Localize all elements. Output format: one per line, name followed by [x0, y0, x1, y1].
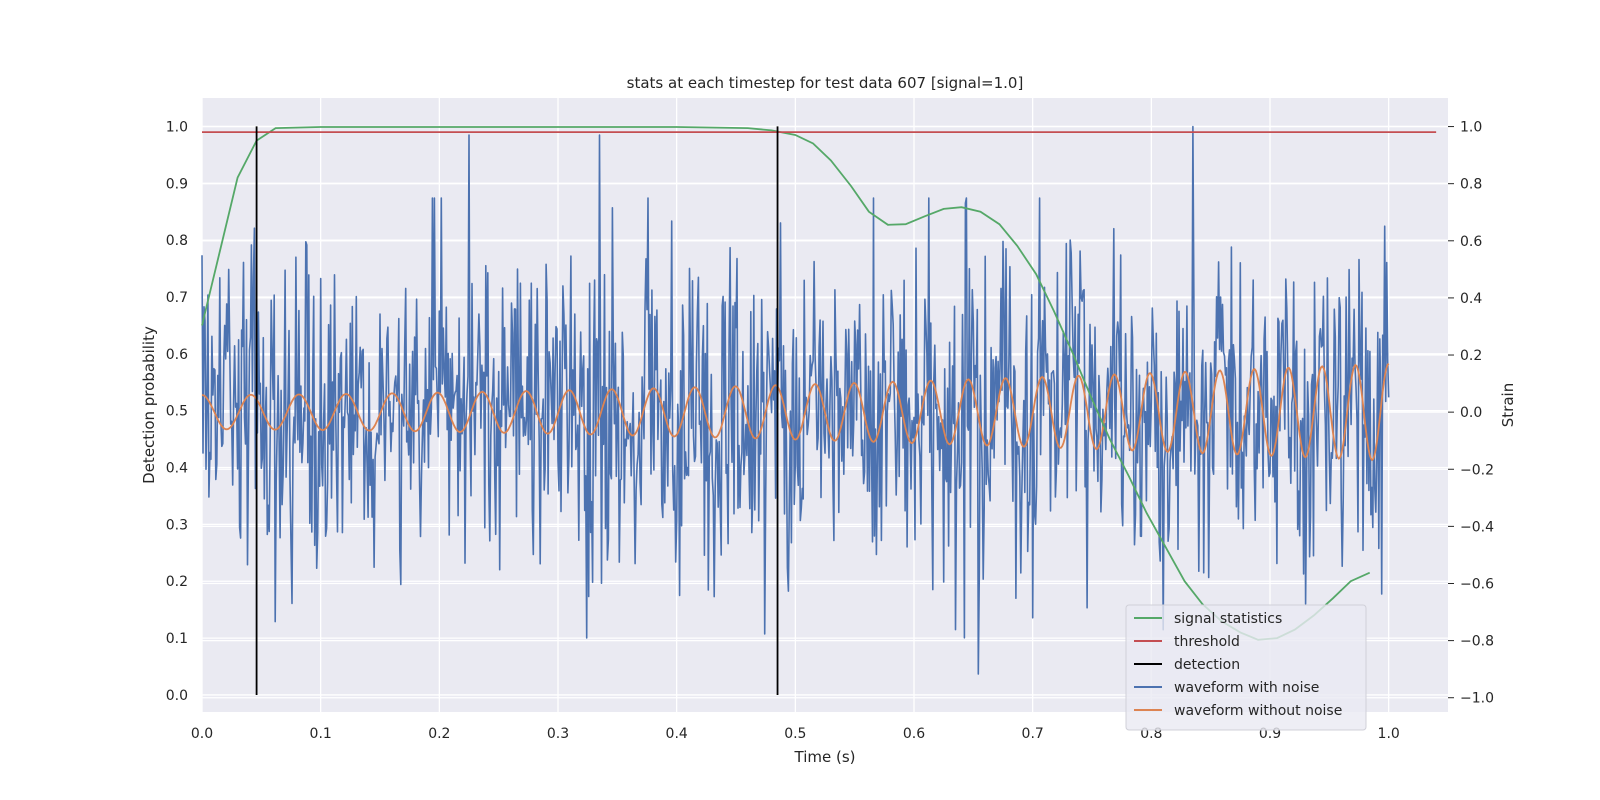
x-tick-label: 0.4 [666, 726, 688, 742]
y-tick-label: 0.4 [166, 461, 188, 477]
waveform-without-noise-series [201, 362, 1390, 462]
right-y-tick-label: 0.4 [1460, 291, 1482, 307]
x-tick-label: 0.0 [191, 726, 213, 742]
legend-box [1125, 604, 1367, 731]
right-y-tick-label: −1.0 [1460, 691, 1494, 707]
x-tick-label: 0.1 [310, 726, 332, 742]
waveform-without-noise-line [201, 362, 1390, 462]
y-axis-label: Detection probability [140, 326, 158, 484]
legend-label: signal statistics [1174, 611, 1282, 627]
y-tick-label: 0.2 [166, 574, 188, 590]
legend-label: waveform with noise [1174, 680, 1319, 696]
right-y-tick-label: −0.2 [1460, 462, 1494, 478]
right-y-tick-label: 1.0 [1460, 120, 1482, 136]
y-tick-label: 0.0 [166, 688, 188, 704]
y-tick-label: 0.3 [166, 517, 188, 533]
y-tick-label: 0.6 [166, 347, 188, 363]
right-y-tick-label: −0.4 [1460, 519, 1494, 535]
right-y-tick-label: 0.8 [1460, 177, 1482, 193]
y-tick-label: 0.5 [166, 404, 188, 420]
x-tick-label: 0.2 [428, 726, 450, 742]
legend-label: waveform without noise [1174, 703, 1342, 719]
x-axis-label: Time (s) [794, 748, 856, 766]
legend-label: detection [1174, 657, 1240, 673]
legend-label: threshold [1174, 634, 1240, 650]
detection-series [255, 126, 779, 695]
right-y-tick-label: 0.2 [1460, 348, 1482, 364]
y-tick-label: 0.8 [166, 233, 188, 249]
x-tick-label: 0.5 [784, 726, 806, 742]
y-tick-label: 0.1 [166, 631, 188, 647]
chart-title: stats at each timestep for test data 607… [627, 74, 1024, 92]
right-y-axis-ticks: −1.0 −0.8 −0.6 −0.4 −0.2 0.0 0.2 0.4 0.6 0.8 1.0 [1448, 120, 1494, 707]
x-tick-label: 0.3 [547, 726, 569, 742]
right-y-tick-label: −0.8 [1460, 634, 1494, 650]
waveform-with-noise-line [201, 125, 1390, 675]
right-y-tick-label: 0.6 [1460, 234, 1482, 250]
waveform-with-noise-series [201, 125, 1390, 675]
y-tick-label: 0.7 [166, 290, 188, 306]
right-y-tick-label: 0.0 [1460, 405, 1482, 421]
right-y-tick-label: −0.6 [1460, 576, 1494, 592]
y-tick-label: 0.9 [166, 176, 188, 192]
x-tick-label: 0.6 [903, 726, 925, 742]
x-tick-label: 0.7 [1022, 726, 1044, 742]
y-tick-label: 1.0 [166, 119, 188, 135]
right-y-axis-label: Strain [1499, 383, 1517, 427]
x-tick-label: 1.0 [1378, 726, 1400, 742]
legend: signal statistics threshold detection wavef… [1125, 604, 1367, 731]
y-axis-ticks: 0.0 0.1 0.2 0.3 0.4 0.5 0.6 0.7 0.8 0.9 1.0 [166, 119, 188, 704]
